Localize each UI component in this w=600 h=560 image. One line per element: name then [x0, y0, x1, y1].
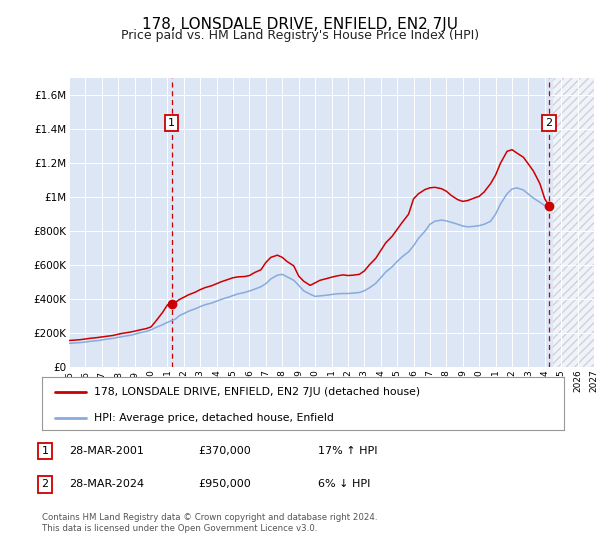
Text: 6% ↓ HPI: 6% ↓ HPI — [318, 479, 370, 489]
Text: 2: 2 — [545, 118, 553, 128]
Text: 1: 1 — [41, 446, 49, 456]
Text: 17% ↑ HPI: 17% ↑ HPI — [318, 446, 377, 456]
Text: This data is licensed under the Open Government Licence v3.0.: This data is licensed under the Open Gov… — [42, 524, 317, 533]
Text: 178, LONSDALE DRIVE, ENFIELD, EN2 7JU (detached house): 178, LONSDALE DRIVE, ENFIELD, EN2 7JU (d… — [94, 387, 421, 397]
Text: HPI: Average price, detached house, Enfield: HPI: Average price, detached house, Enfi… — [94, 413, 334, 423]
Text: 1: 1 — [168, 118, 175, 128]
Text: £370,000: £370,000 — [198, 446, 251, 456]
Text: 28-MAR-2001: 28-MAR-2001 — [69, 446, 144, 456]
Text: £950,000: £950,000 — [198, 479, 251, 489]
Text: 2: 2 — [41, 479, 49, 489]
Text: Contains HM Land Registry data © Crown copyright and database right 2024.: Contains HM Land Registry data © Crown c… — [42, 513, 377, 522]
Text: 178, LONSDALE DRIVE, ENFIELD, EN2 7JU: 178, LONSDALE DRIVE, ENFIELD, EN2 7JU — [142, 17, 458, 32]
Text: 28-MAR-2024: 28-MAR-2024 — [69, 479, 144, 489]
Text: Price paid vs. HM Land Registry's House Price Index (HPI): Price paid vs. HM Land Registry's House … — [121, 29, 479, 42]
